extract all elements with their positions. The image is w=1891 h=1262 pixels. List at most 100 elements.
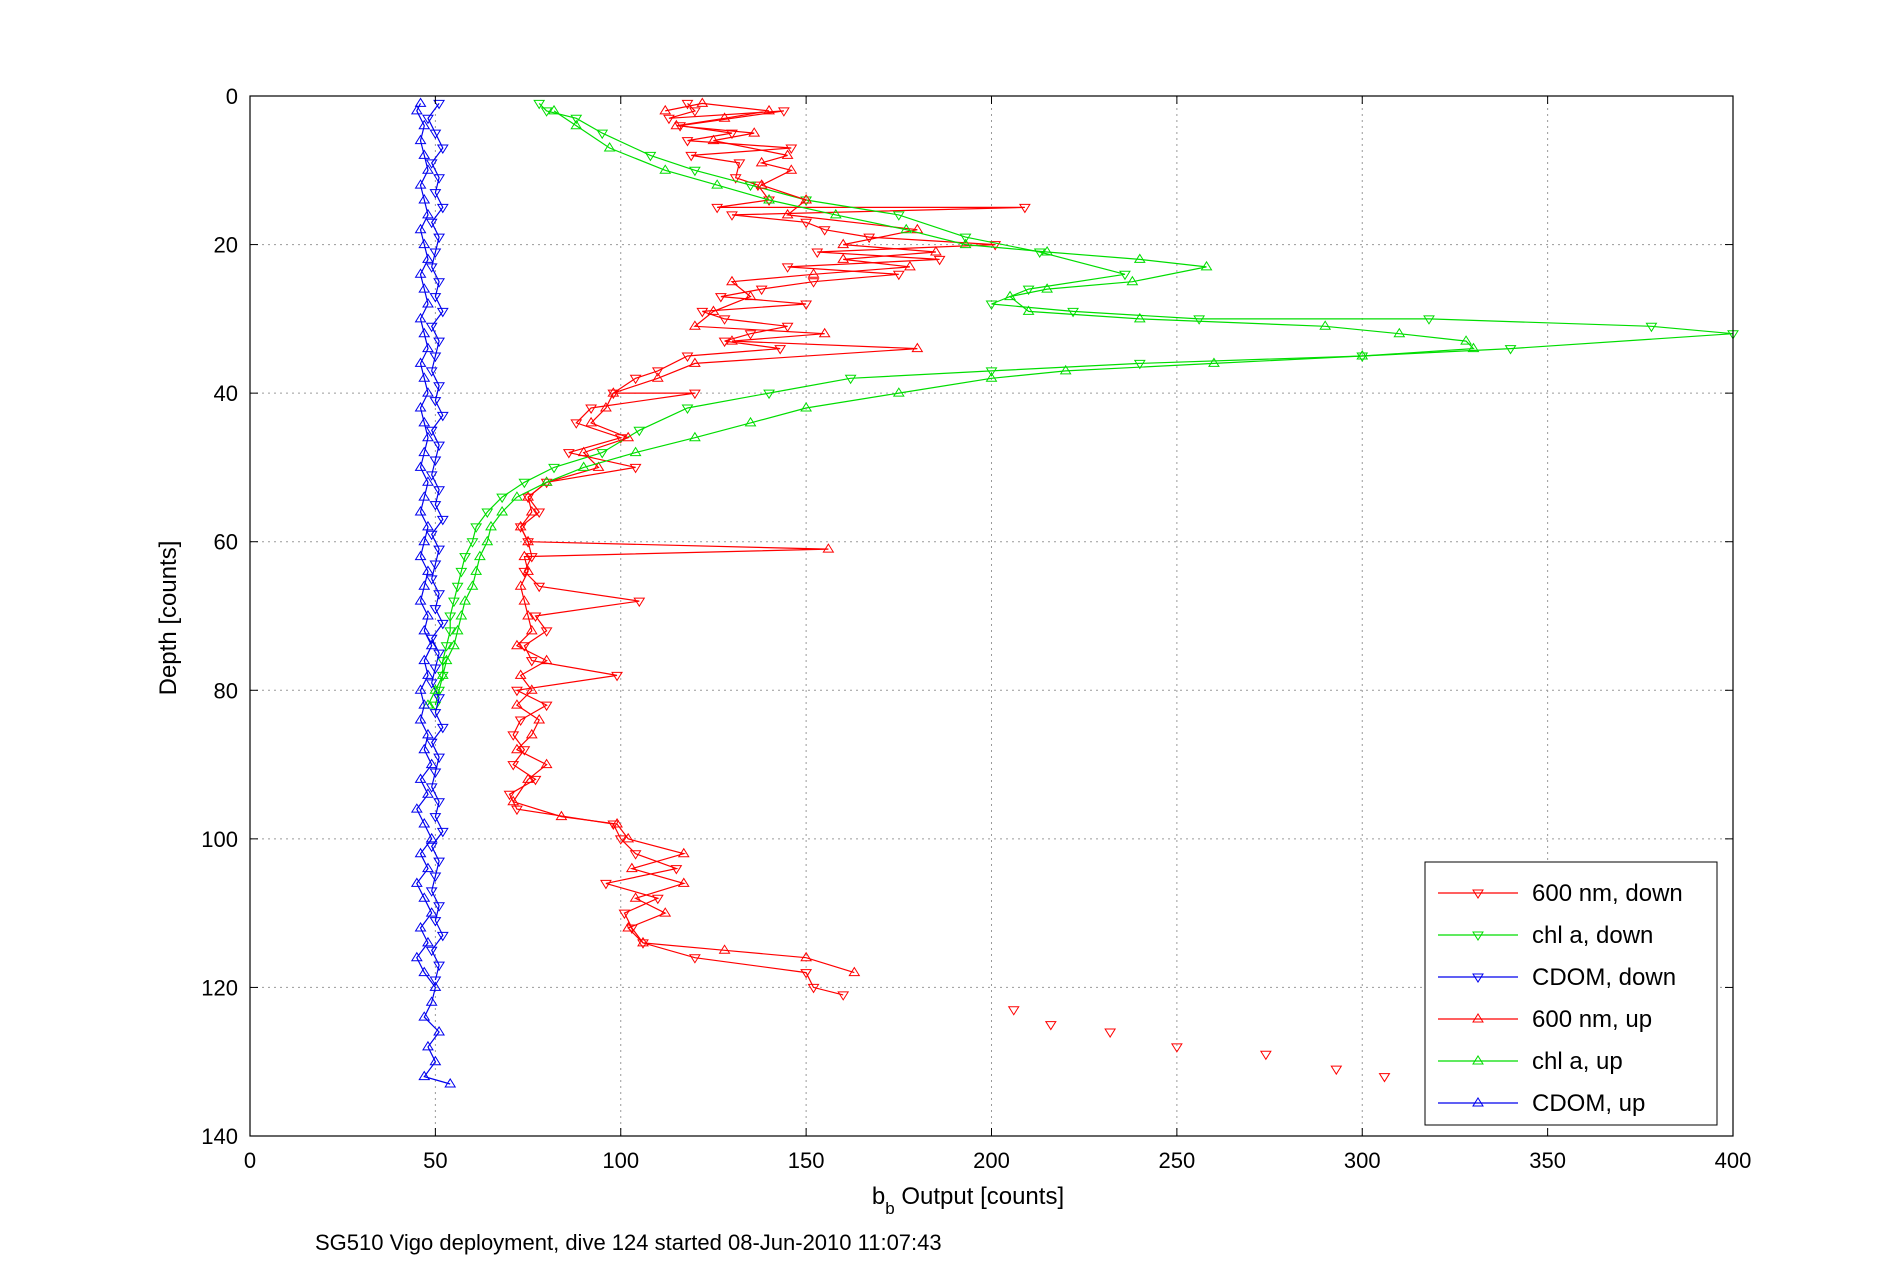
data-point	[785, 164, 798, 174]
data-point	[444, 1078, 457, 1088]
data-point	[1170, 1043, 1183, 1053]
data-point	[800, 951, 813, 962]
data-point	[533, 99, 546, 110]
y-tick-label: 100	[201, 827, 238, 852]
y-axis-label: Depth [counts]	[155, 541, 182, 696]
data-point	[433, 590, 445, 600]
data-point	[422, 387, 434, 397]
data-point	[1104, 1028, 1117, 1038]
data-point	[781, 263, 794, 273]
data-point	[425, 218, 438, 229]
data-point	[659, 104, 672, 115]
y-tick-label: 120	[201, 975, 238, 1000]
data-point	[433, 753, 445, 764]
data-point	[985, 367, 998, 377]
data-point	[1044, 1021, 1057, 1031]
data-point	[466, 538, 479, 548]
data-point	[1022, 285, 1035, 296]
data-point	[425, 322, 438, 333]
legend-label: chl a, up	[1532, 1048, 1623, 1075]
x-axis-label: bb Output [counts]	[872, 1183, 1064, 1218]
x-axis-label-subscript: b	[885, 1199, 894, 1218]
data-point	[418, 283, 431, 293]
x-tick-label: 0	[244, 1148, 256, 1173]
data-point	[433, 961, 445, 972]
data-point	[670, 119, 683, 130]
data-point	[577, 461, 590, 471]
data-point	[451, 624, 464, 635]
data-point	[433, 382, 445, 392]
data-point	[425, 575, 438, 585]
data-point	[525, 624, 538, 635]
data-point	[414, 223, 427, 234]
data-point	[744, 330, 757, 340]
data-point	[425, 946, 438, 957]
data-point	[418, 119, 431, 130]
data-point	[688, 166, 701, 177]
data-point	[511, 805, 523, 816]
data-point	[433, 649, 445, 660]
data-point	[418, 327, 431, 338]
data-point	[533, 714, 546, 724]
data-point	[1133, 359, 1146, 370]
data-point	[418, 966, 431, 977]
data-point	[1504, 345, 1517, 355]
data-point	[622, 832, 635, 843]
data-point	[1126, 275, 1139, 286]
data-point	[1200, 260, 1213, 271]
legend-entry: chl a, down	[1438, 922, 1653, 949]
data-point	[436, 144, 449, 154]
data-point	[436, 931, 449, 942]
data-point	[436, 669, 449, 679]
data-point	[414, 268, 427, 278]
data-point	[681, 352, 694, 362]
series-chl-a-up	[422, 104, 1480, 709]
data-point	[425, 263, 438, 273]
data-point	[781, 322, 794, 333]
data-point	[800, 969, 813, 979]
data-point	[418, 624, 431, 635]
data-point	[522, 535, 534, 546]
data-point	[644, 151, 657, 162]
data-point	[733, 159, 746, 169]
x-tick-label: 300	[1344, 1148, 1381, 1173]
data-point	[744, 416, 757, 427]
data-point	[425, 887, 438, 897]
data-point	[800, 402, 813, 412]
data-point	[1378, 1073, 1391, 1083]
data-point	[418, 699, 431, 709]
data-point	[622, 431, 635, 442]
data-point	[451, 582, 464, 593]
data-point	[525, 506, 538, 516]
data-point	[429, 981, 442, 991]
data-point	[410, 803, 423, 813]
data-point	[892, 270, 905, 281]
data-point	[466, 580, 479, 590]
legend-marker	[1472, 973, 1484, 983]
data-point	[429, 560, 442, 570]
data-point	[651, 372, 664, 382]
data-point	[436, 619, 449, 630]
data-point	[436, 307, 449, 318]
data-point	[637, 936, 649, 947]
data-point	[763, 389, 775, 400]
data-point	[418, 892, 431, 902]
data-point	[744, 181, 757, 192]
data-point	[459, 553, 471, 563]
data-point	[422, 936, 434, 947]
data-point	[677, 877, 690, 887]
data-point	[418, 654, 431, 665]
data-point	[425, 832, 438, 843]
data-point	[522, 538, 534, 548]
data-point	[418, 491, 431, 501]
data-point	[514, 523, 527, 533]
data-point	[1393, 327, 1406, 338]
data-point	[422, 342, 434, 353]
data-point	[425, 783, 438, 793]
data-point	[425, 679, 438, 689]
data-point	[625, 862, 638, 873]
data-point	[422, 476, 434, 486]
axis-ticks: 0 50 100 150 200 250 300 350 400 0 20 40 60 80 100 120 1…	[201, 84, 1751, 1173]
data-point	[729, 174, 742, 184]
x-tick-label: 350	[1529, 1148, 1566, 1173]
